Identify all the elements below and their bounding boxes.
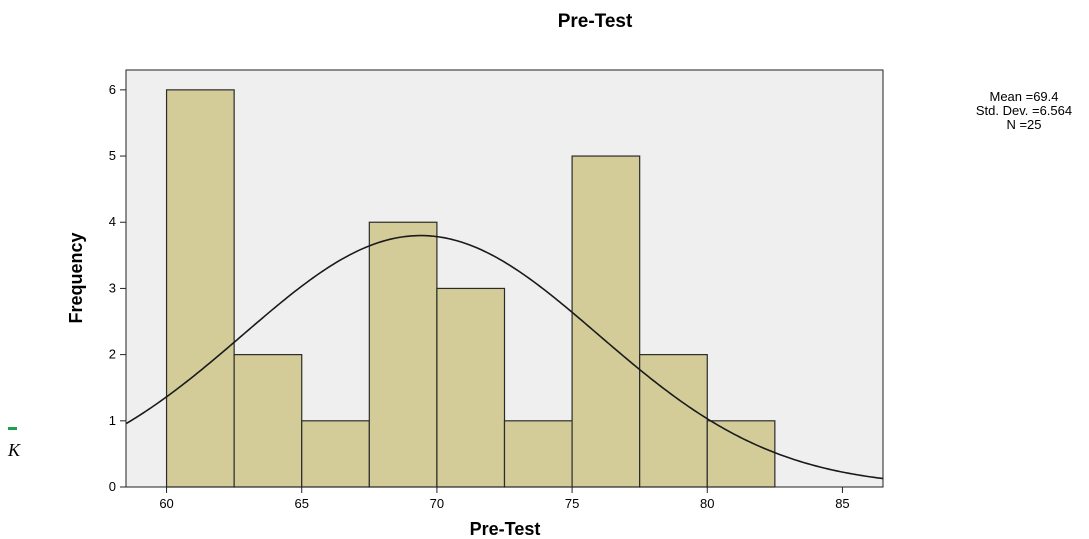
- y-tick-label: 4: [109, 214, 116, 229]
- x-tick-label: 60: [159, 496, 173, 511]
- y-axis: 0 1 2 3 4 5 6: [109, 70, 127, 494]
- x-tick-label: 75: [565, 496, 579, 511]
- histogram-bar-5: [436, 287, 506, 488]
- histogram-bar-9: [706, 420, 776, 488]
- y-tick-label: 5: [109, 148, 116, 163]
- stats-n: N =25: [1006, 117, 1041, 132]
- x-tick-label: 85: [835, 496, 849, 511]
- bars-group: [165, 89, 776, 488]
- histogram-bar-3: [301, 420, 370, 488]
- y-axis-title: Frequency: [66, 232, 86, 323]
- x-tick-label: 70: [430, 496, 444, 511]
- normal-curve: [125, 234, 884, 480]
- y-tick-label: 3: [109, 280, 116, 295]
- histogram-bar-6: [503, 420, 573, 488]
- x-axis: 60 65 70 75 80 85: [159, 487, 850, 511]
- y-tick-label: 0: [109, 479, 116, 494]
- histogram-bar-4: [368, 221, 438, 488]
- y-tick-label: 2: [109, 347, 116, 362]
- x-tick-label: 80: [700, 496, 714, 511]
- y-tick-label: 6: [109, 82, 116, 97]
- stats-std-dev: Std. Dev. =6.564: [976, 103, 1072, 118]
- histogram-bar-2: [233, 354, 303, 488]
- x-tick-label: 65: [294, 496, 308, 511]
- x-axis-title: Pre-Test: [470, 519, 541, 539]
- histogram-bar-8: [639, 354, 708, 488]
- stats-mean: Mean =69.4: [989, 89, 1058, 104]
- histogram-bar-1: [165, 89, 235, 488]
- stats-box: Mean =69.4 Std. Dev. =6.564 N =25: [976, 89, 1072, 132]
- page-text-fragment: K: [7, 440, 21, 460]
- chart-title: Pre-Test: [558, 11, 633, 32]
- y-tick-label: 1: [109, 413, 116, 428]
- plot-area: [125, 69, 884, 488]
- green-page-mark: [8, 427, 17, 430]
